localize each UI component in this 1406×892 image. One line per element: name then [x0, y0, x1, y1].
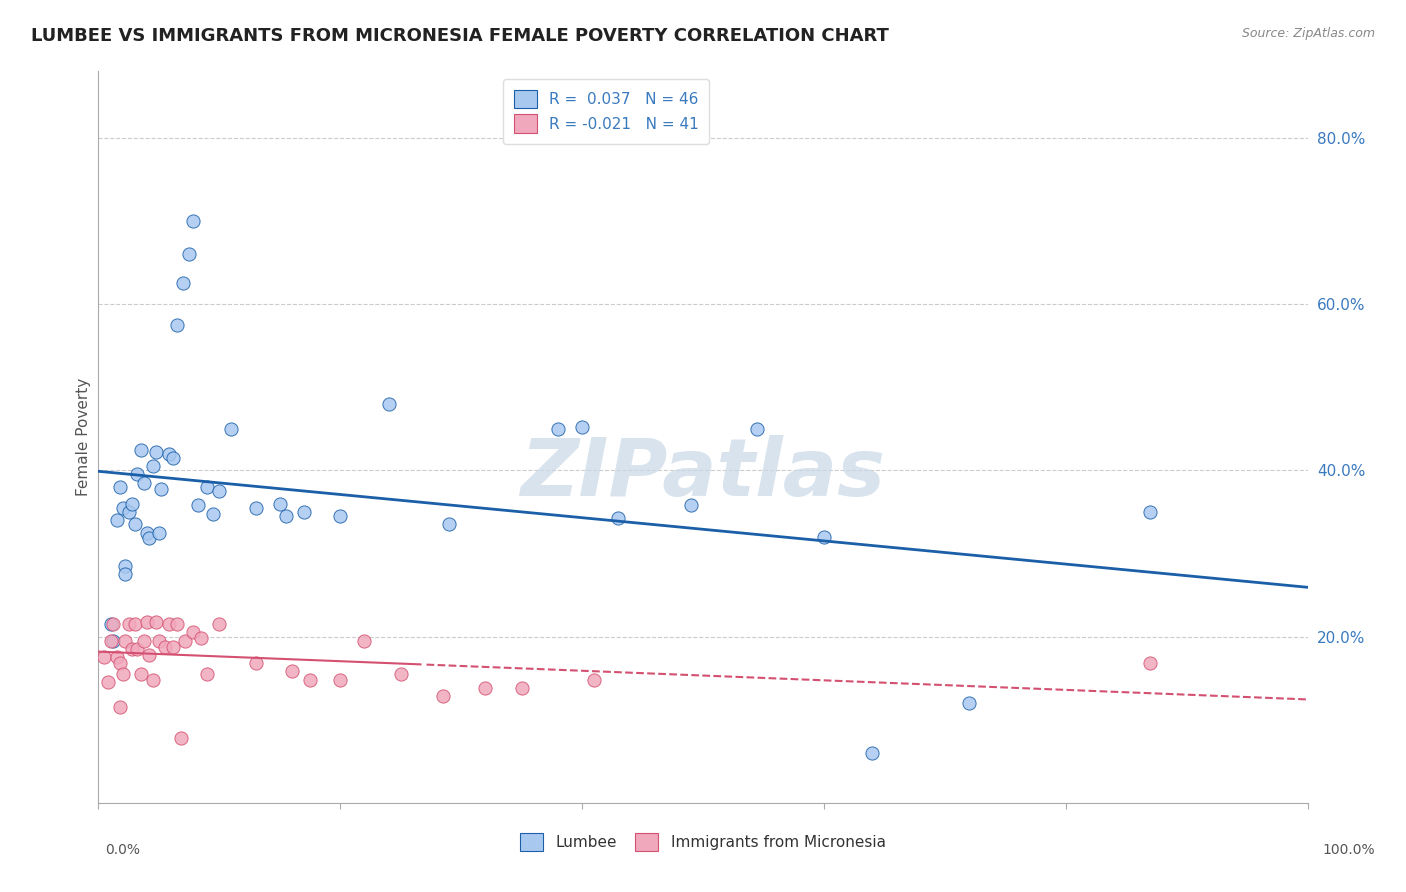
Point — [510, 681, 533, 695]
Point — [138, 532, 160, 546]
Point — [245, 500, 267, 515]
Point — [162, 640, 184, 654]
Point — [292, 505, 315, 519]
Point — [142, 673, 165, 687]
Point — [118, 617, 141, 632]
Point — [1139, 656, 1161, 670]
Point — [329, 673, 352, 687]
Point — [299, 673, 322, 687]
Point — [166, 617, 188, 632]
Point — [571, 420, 593, 434]
Point — [121, 642, 143, 657]
Point — [245, 656, 267, 670]
Point — [101, 617, 124, 632]
Point — [121, 497, 143, 511]
Point — [329, 509, 352, 524]
Point — [281, 665, 304, 679]
Point — [100, 617, 122, 632]
Point — [162, 450, 184, 465]
Point — [274, 509, 297, 524]
Point — [607, 510, 630, 524]
Text: 0.0%: 0.0% — [105, 843, 141, 857]
Point — [157, 617, 180, 632]
Point — [150, 482, 173, 496]
Text: ZIPatlas: ZIPatlas — [520, 434, 886, 513]
Point — [377, 397, 399, 411]
Text: LUMBEE VS IMMIGRANTS FROM MICRONESIA FEMALE POVERTY CORRELATION CHART: LUMBEE VS IMMIGRANTS FROM MICRONESIA FEM… — [31, 27, 889, 45]
Point — [138, 648, 160, 662]
Point — [181, 214, 204, 228]
Point — [747, 422, 769, 436]
Point — [145, 615, 167, 629]
Point — [134, 633, 156, 648]
Point — [101, 633, 124, 648]
Point — [157, 447, 180, 461]
Point — [135, 615, 157, 629]
Point — [153, 640, 176, 654]
Point — [111, 667, 134, 681]
Point — [124, 617, 146, 632]
Point — [583, 673, 606, 687]
Point — [389, 667, 412, 681]
Point — [100, 633, 122, 648]
Point — [181, 625, 204, 640]
Point — [474, 681, 496, 695]
Point — [1139, 505, 1161, 519]
Point — [195, 667, 218, 681]
Text: Source: ZipAtlas.com: Source: ZipAtlas.com — [1241, 27, 1375, 40]
Point — [221, 422, 243, 436]
Text: 100.0%: 100.0% — [1323, 843, 1375, 857]
Point — [124, 517, 146, 532]
Point — [679, 498, 702, 512]
Point — [353, 633, 375, 648]
Point — [129, 442, 152, 457]
Point — [169, 731, 191, 745]
Legend: Lumbee, Immigrants from Micronesia: Lumbee, Immigrants from Micronesia — [515, 827, 891, 857]
Point — [111, 500, 134, 515]
Point — [114, 633, 136, 648]
Point — [93, 650, 115, 665]
Point — [114, 558, 136, 573]
Point — [172, 277, 194, 291]
Point — [187, 498, 209, 512]
Point — [142, 459, 165, 474]
Point — [114, 567, 136, 582]
Point — [105, 513, 128, 527]
Point — [813, 530, 835, 544]
Point — [208, 617, 231, 632]
Point — [860, 746, 883, 760]
Point — [195, 480, 218, 494]
Point — [432, 690, 454, 704]
Point — [269, 497, 291, 511]
Point — [105, 650, 128, 665]
Point — [547, 422, 569, 436]
Point — [208, 484, 231, 499]
Point — [957, 696, 980, 710]
Point — [135, 525, 157, 540]
Point — [437, 517, 460, 532]
Point — [166, 318, 188, 332]
Point — [118, 505, 141, 519]
Point — [134, 475, 156, 490]
Point — [129, 667, 152, 681]
Y-axis label: Female Poverty: Female Poverty — [76, 378, 91, 496]
Point — [148, 525, 170, 540]
Point — [127, 467, 149, 482]
Point — [108, 700, 131, 714]
Point — [97, 675, 120, 690]
Point — [145, 445, 167, 459]
Point — [108, 480, 131, 494]
Point — [108, 656, 131, 670]
Point — [148, 633, 170, 648]
Point — [127, 642, 149, 657]
Point — [174, 633, 197, 648]
Point — [202, 507, 225, 521]
Point — [190, 632, 212, 646]
Point — [179, 247, 201, 261]
